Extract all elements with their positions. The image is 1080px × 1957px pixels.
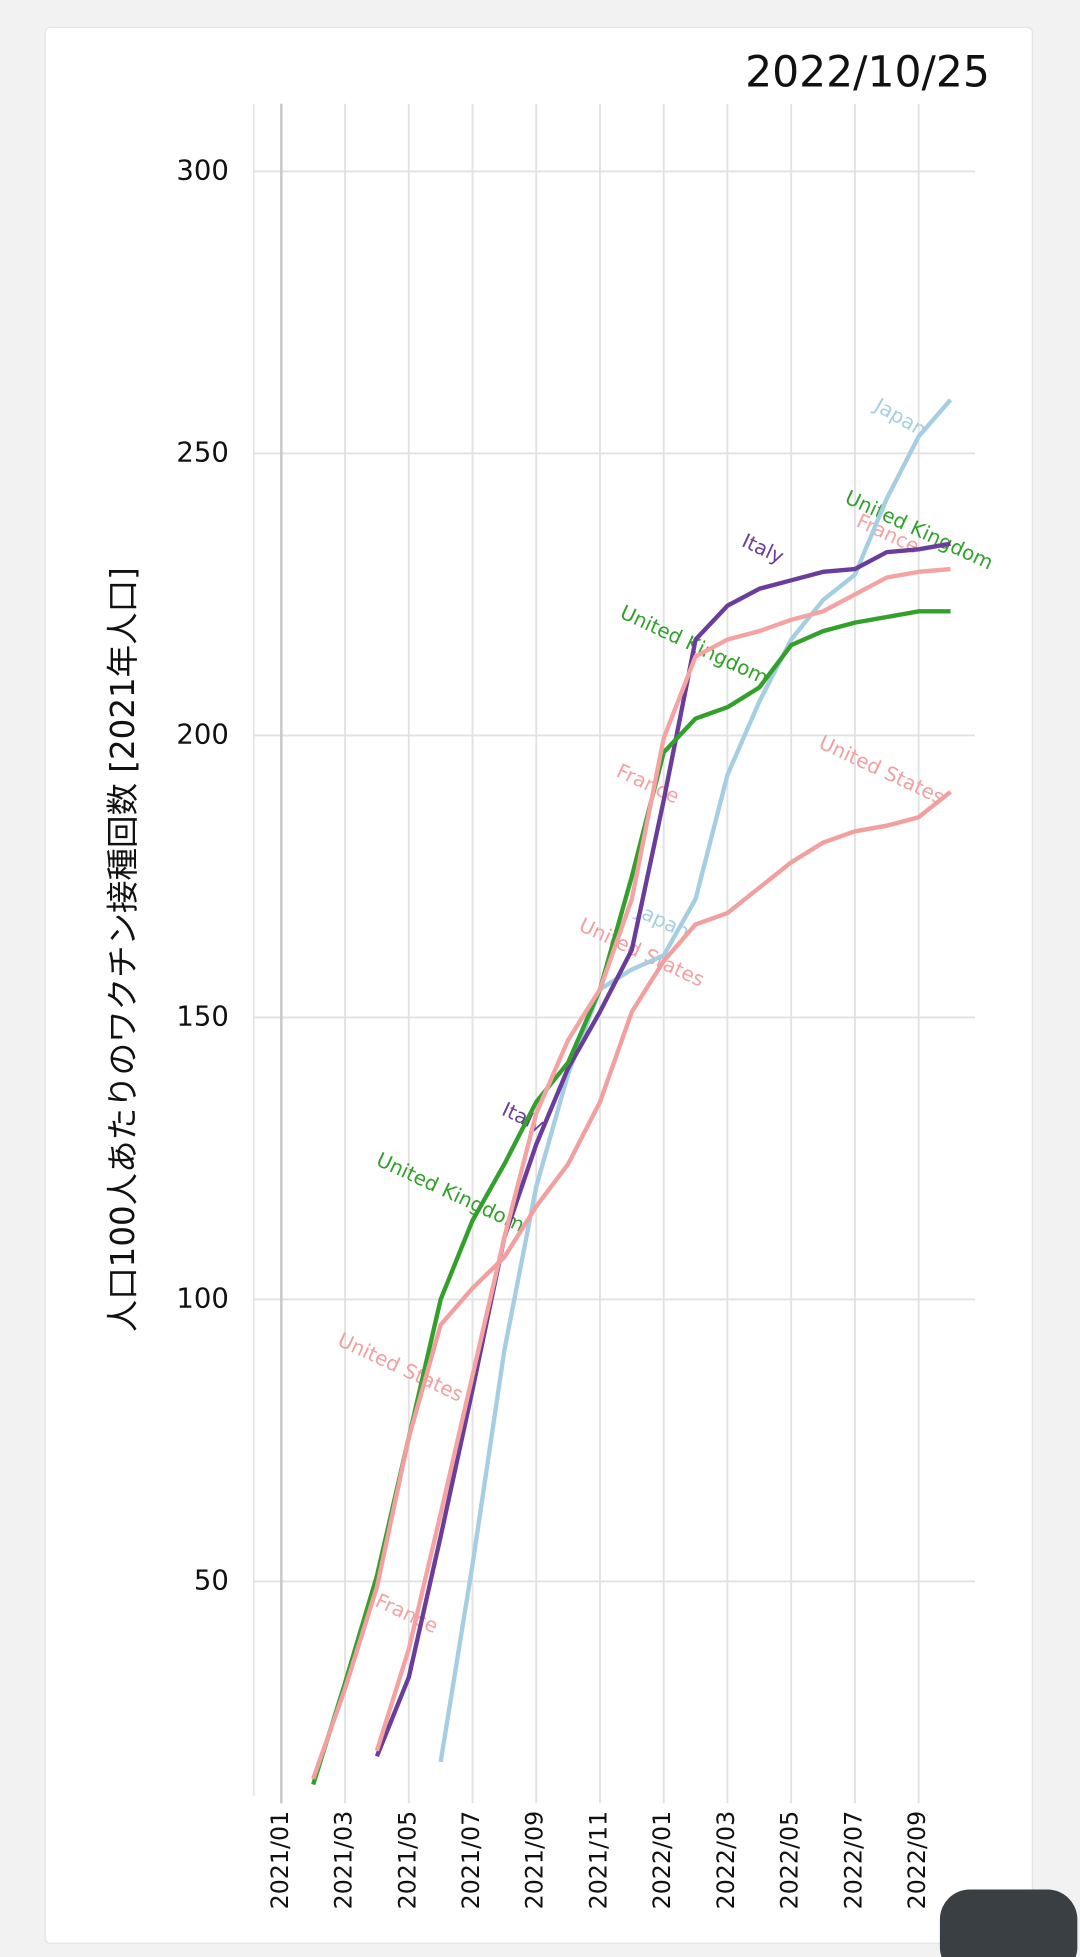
x-tick-label: 2021/07 xyxy=(457,1811,485,1910)
x-tick-label: 2021/11 xyxy=(584,1811,612,1910)
chart-title: 2022/10/25 xyxy=(745,48,990,97)
x-tick-label: 2022/01 xyxy=(648,1811,676,1910)
x-tick-label: 2021/05 xyxy=(393,1811,421,1910)
series-line xyxy=(311,609,951,1786)
x-tick-label: 2022/07 xyxy=(839,1811,867,1910)
app-icon xyxy=(939,1889,1078,1957)
series-line xyxy=(438,398,953,1763)
y-axis-label: 人口100人あたりのワクチン接種回数 [2021年人口] xyxy=(104,567,142,1332)
x-tick-label: 2021/09 xyxy=(521,1811,549,1910)
y-tick-label: 250 xyxy=(176,436,228,468)
x-tick-label: 2022/03 xyxy=(712,1811,740,1910)
y-tick-label: 200 xyxy=(176,718,228,750)
x-tick-label: 2021/01 xyxy=(266,1811,294,1910)
y-tick-label: 50 xyxy=(194,1564,229,1596)
plot-area xyxy=(311,398,953,1786)
y-tick-label: 150 xyxy=(176,1000,228,1032)
y-tick-label: 100 xyxy=(176,1282,228,1314)
series-line xyxy=(374,541,951,1758)
series-line xyxy=(374,566,951,1752)
y-tick-label: 300 xyxy=(176,154,228,186)
series-line xyxy=(311,790,952,1780)
card xyxy=(44,26,1033,1944)
x-tick-label: 2022/05 xyxy=(776,1811,804,1910)
x-tick-label: 2022/09 xyxy=(903,1811,931,1910)
x-tick-label: 2021/03 xyxy=(330,1811,358,1910)
